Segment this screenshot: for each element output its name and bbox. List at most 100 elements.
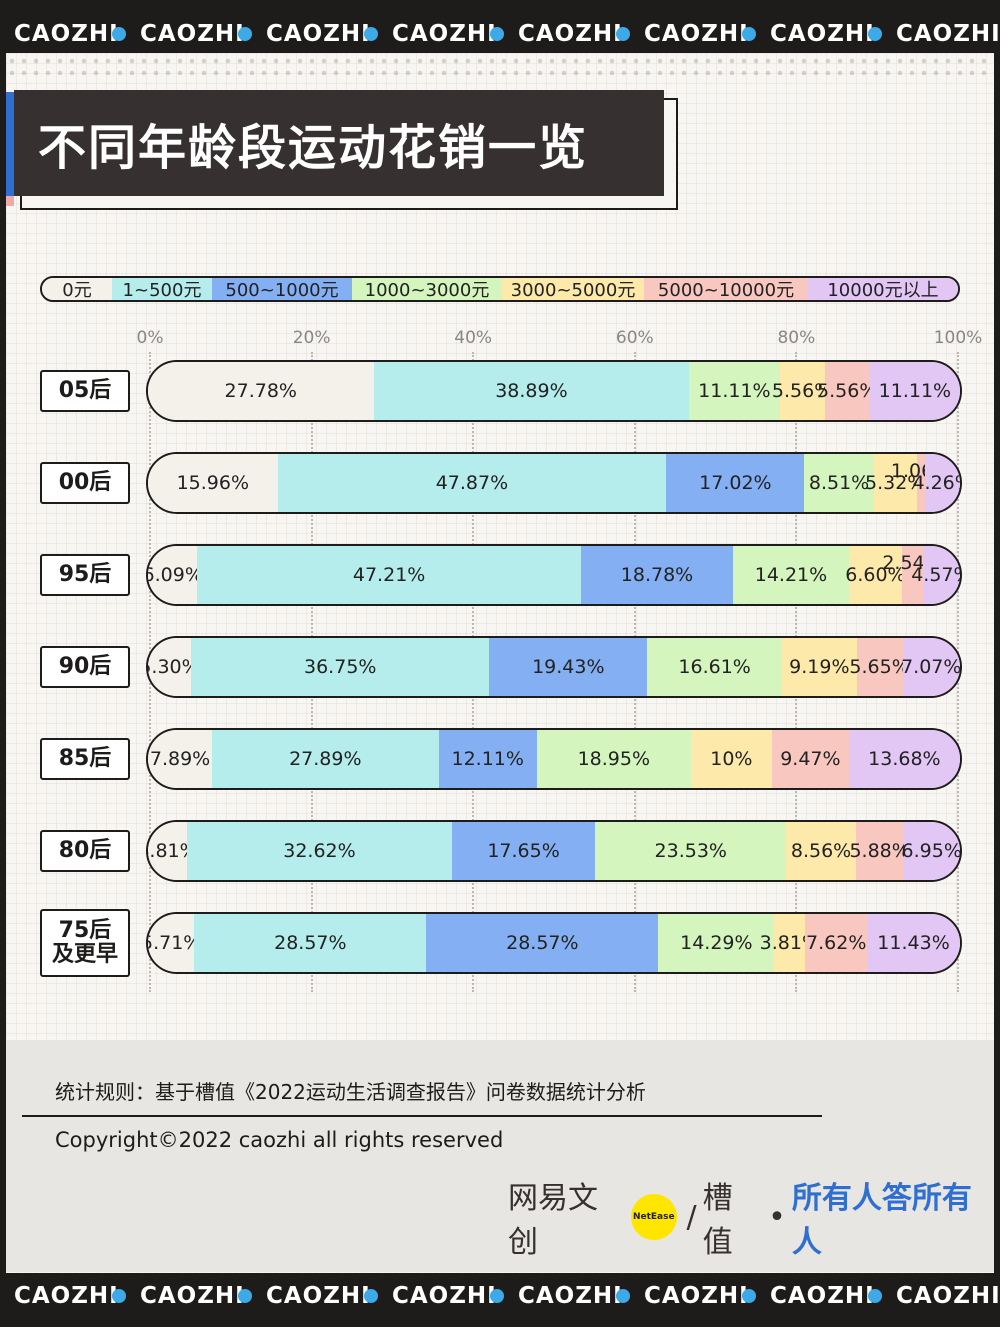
bar-segment: 23.53%	[595, 822, 787, 880]
ticker-word: CAOZHI	[140, 1283, 245, 1309]
ticker-dot-icon	[742, 1289, 756, 1303]
ticker-word: CAOZHI	[392, 1283, 497, 1309]
ticker-word: CAOZHI	[392, 21, 497, 47]
data-label: 8.51%	[808, 472, 870, 494]
data-label: 13.68%	[868, 748, 941, 770]
title-accent	[6, 92, 14, 196]
bar-segment: 4.57%	[911, 546, 960, 604]
data-label: 27.78%	[224, 380, 297, 402]
legend-item: 500~1000元	[212, 278, 352, 300]
data-label: 9.47%	[780, 748, 841, 770]
footer-divider	[22, 1115, 822, 1117]
bar-segment: 11.11%	[689, 362, 780, 420]
ticker-word: CAOZHI	[644, 1283, 749, 1309]
chart-title: 不同年龄段运动花销一览	[14, 90, 664, 196]
bar-segment: 28.57%	[426, 914, 659, 972]
x-tick-label: 0%	[136, 328, 164, 348]
legend-item: 5000~10000元	[644, 278, 808, 300]
bar-segment: 9.47%	[771, 730, 849, 788]
data-label: 3.81%	[759, 932, 820, 954]
stacked-bar: 27.78% 38.89% 11.11% 5.56% 5.56% 11.11%	[146, 360, 962, 422]
netease-badge: NetEase	[630, 1194, 677, 1240]
data-label: 4.57%	[911, 564, 960, 586]
bar-segment: 47.21%	[197, 546, 581, 604]
data-label: 11.43%	[877, 932, 950, 954]
stacked-bar: 5.30% 36.75% 19.43% 16.61% 9.19%5.65%7.07%	[146, 636, 962, 698]
ticker-dot-icon	[112, 1289, 126, 1303]
legend-item: 0元	[42, 278, 112, 300]
legend: 0元 1~500元 500~1000元 1000~3000元 3000~5000元 500…	[40, 276, 960, 302]
stacked-bar: 4.81% 32.62% 17.65% 23.53% 8.56%5.88%6.95%	[146, 820, 962, 882]
stacked-bar: 7.89% 27.89% 12.11% 18.95% 10% 9.47% 13.68%	[146, 728, 962, 790]
bar-segment: 15.96%	[148, 454, 278, 512]
ticker-word: CAOZHI	[770, 21, 875, 47]
x-tick-label: 20%	[292, 328, 331, 348]
bar-segment: 5.65%	[849, 638, 910, 696]
data-label: 5.88%	[849, 840, 910, 862]
data-label: 11.11%	[878, 380, 952, 402]
bar-segment: 27.89%	[212, 730, 439, 788]
ticker-dot-icon	[490, 1289, 504, 1303]
ticker-dot-icon	[238, 27, 252, 41]
bar-segment: 4.26%	[912, 454, 960, 512]
ticker-word: CAOZHI	[770, 1283, 875, 1309]
bar-segment: 12.11%	[438, 730, 537, 788]
bar-segment: 11.43%	[867, 914, 960, 972]
ticker-dot-icon	[742, 27, 756, 41]
data-label: 23.53%	[654, 840, 727, 862]
bar-segment: 32.62%	[187, 822, 452, 880]
bar-segment: 8.56%	[786, 822, 856, 880]
bar-segment: 8.51%	[804, 454, 874, 512]
brand-logo: 网易文创 NetEase / 槽值 • 所有人答所有人	[508, 1181, 1000, 1260]
data-label: 9.19%	[789, 656, 850, 678]
data-label: 6.09%	[146, 564, 203, 586]
ticker-bottom: CAOZHI CAOZHI CAOZHI CAOZHI CAOZHI CAOZHI CAOZ…	[0, 1272, 1000, 1320]
ticker-word: CAOZHI	[266, 1283, 371, 1309]
stacked-bar: 6.09%47.21%18.78%14.21%6.60%2.54%4.57%	[146, 544, 962, 606]
ticker-dot-icon	[364, 27, 378, 41]
brand-caozhi-text: 槽值	[702, 1181, 733, 1260]
ticker-dot-icon	[490, 27, 504, 41]
data-label: 5.32%	[864, 472, 926, 494]
bar-segment: 38.89%	[373, 362, 690, 420]
bar-segment: 9.19%	[782, 638, 857, 696]
ticker-dot-icon	[112, 27, 126, 41]
bar-segment: 3.81%	[760, 914, 820, 972]
bar-segment: 11.11%	[869, 362, 960, 420]
bar-segment: 16.61%	[647, 638, 783, 696]
dot-pattern	[6, 55, 994, 81]
bar-segment: 7.89%	[148, 730, 213, 788]
data-label: 18.95%	[577, 748, 651, 770]
data-label: 10%	[710, 748, 753, 770]
stat-rule: 统计规则：基于槽值《2022运动生活调查报告》问卷数据统计分析	[55, 1080, 646, 1104]
data-label: 4.81%	[148, 840, 198, 862]
data-label: 17.65%	[487, 840, 560, 862]
data-label: 5.56%	[771, 380, 833, 402]
row-label: 90后	[40, 646, 130, 688]
ticker-dot-icon	[364, 1289, 378, 1303]
data-label: 19.43%	[532, 656, 605, 678]
x-tick-label: 40%	[454, 328, 493, 348]
bar-segment: 18.95%	[536, 730, 691, 788]
ticker-word: CAOZHI	[896, 1283, 1000, 1309]
data-label: 32.62%	[283, 840, 356, 862]
brand-slash: /	[686, 1199, 697, 1235]
ticker-word: CAOZHI	[266, 21, 371, 47]
data-label: 5.56%	[817, 380, 878, 402]
ticker-dot-icon	[868, 27, 882, 41]
data-label: 7.89%	[149, 748, 211, 770]
brand-slogan: 所有人答所有人	[791, 1181, 972, 1260]
ticker-dot-icon	[616, 1289, 630, 1303]
ticker-word: CAOZHI	[644, 21, 749, 47]
bar-segment: 18.78%	[580, 546, 734, 604]
brand-dot: •	[768, 1199, 786, 1235]
ticker-word: CAOZHI	[518, 21, 623, 47]
data-label: 28.57%	[506, 932, 579, 954]
brand-netease-text: 网易文创	[508, 1181, 598, 1260]
legend-item: 1000~3000元	[352, 278, 502, 300]
bar-segment: 4.81%	[148, 822, 198, 880]
data-label: 47.87%	[435, 472, 509, 494]
row-label: 00后	[40, 462, 130, 504]
copyright: Copyright©2022 caozhi all rights reserve…	[55, 1128, 504, 1152]
bar-segment: 36.75%	[191, 638, 490, 696]
